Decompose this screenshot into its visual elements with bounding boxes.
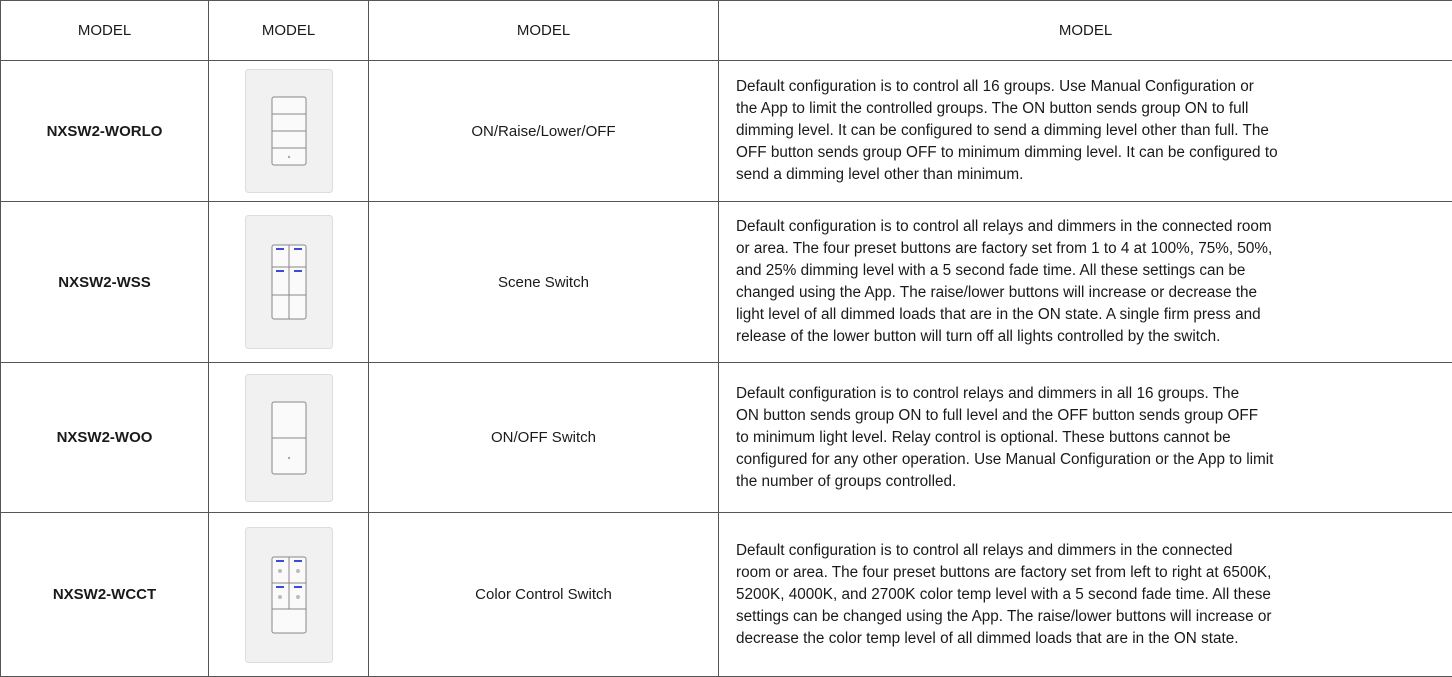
description-line: light level of all dimmed loads that are… bbox=[736, 306, 1261, 323]
description-line: ON button sends group ON to full level a… bbox=[736, 406, 1259, 424]
description-line: Default configuration is to control all … bbox=[736, 541, 1233, 559]
model: NXSW2-WCCT bbox=[0, 512, 209, 677]
row: NXSW2-WOO ON/OFF Switch Default configur… bbox=[0, 362, 1452, 513]
description-line: dimming level. It can be configured to s… bbox=[736, 122, 1269, 139]
switch-plate bbox=[244, 69, 333, 193]
model: NXSW2-WOO bbox=[0, 362, 209, 513]
switch-plate bbox=[244, 526, 333, 663]
description: Default configuration is to control all … bbox=[718, 60, 1452, 202]
description: Default configuration is to control all … bbox=[718, 201, 1452, 363]
switch-plate bbox=[244, 373, 333, 502]
description-line: configured for any other operation. Use … bbox=[736, 450, 1274, 468]
description-line: the App to limit the controlled groups. … bbox=[736, 100, 1249, 117]
description-line: 5200K, 4000K, and 2700K color temp level… bbox=[736, 585, 1271, 603]
function: Scene Switch bbox=[368, 201, 719, 363]
description-line: settings can be changed using the App. T… bbox=[736, 607, 1272, 625]
row: NXSW2-WSS Scene Switch Default configura… bbox=[0, 201, 1452, 363]
description-line: or area. The four preset buttons are fac… bbox=[736, 240, 1273, 257]
function: Color Control Switch bbox=[368, 512, 719, 677]
description-line: release of the lower button will turn of… bbox=[736, 328, 1221, 345]
description-line: the number of groups controlled. bbox=[736, 472, 957, 490]
description-line: Default configuration is to control rela… bbox=[736, 384, 1240, 402]
switch-image bbox=[208, 362, 369, 513]
description-line: to minimum light level. Relay control is… bbox=[736, 428, 1231, 446]
header-cell: MODEL bbox=[368, 0, 719, 61]
header-cell: MODEL bbox=[718, 0, 1452, 61]
description-line: and 25% dimming level with a 5 second fa… bbox=[736, 262, 1246, 279]
switch-image bbox=[208, 60, 369, 202]
description: Default configuration is to control rela… bbox=[718, 362, 1452, 513]
function: ON/OFF Switch bbox=[368, 362, 719, 513]
header-cell: MODEL bbox=[208, 0, 369, 61]
function: ON/Raise/Lower/OFF bbox=[368, 60, 719, 202]
row: NXSW2-WORLO ON/Raise/Lower/OFF Default c… bbox=[0, 60, 1452, 202]
model: NXSW2-WSS bbox=[0, 201, 209, 363]
description-line: Default configuration is to control all … bbox=[736, 78, 1254, 95]
header-row: MODEL MODEL MODEL MODEL bbox=[0, 0, 1452, 61]
description-line: send a dimming level other than minimum. bbox=[736, 166, 1024, 183]
switch-image bbox=[208, 512, 369, 677]
description-line: Default configuration is to control all … bbox=[736, 218, 1272, 235]
description: Default configuration is to control all … bbox=[718, 512, 1452, 677]
row: NXSW2-WCCT Color Control Switch Default … bbox=[0, 512, 1452, 677]
model: NXSW2-WORLO bbox=[0, 60, 209, 202]
description-line: room or area. The four preset buttons ar… bbox=[736, 563, 1272, 581]
description-line: decrease the color temp level of all dim… bbox=[736, 629, 1239, 647]
description-line: OFF button sends group OFF to minimum di… bbox=[736, 144, 1278, 161]
description-line: changed using the App. The raise/lower b… bbox=[736, 284, 1257, 301]
switch-image bbox=[208, 201, 369, 363]
header-cell: MODEL bbox=[0, 0, 209, 61]
switch-plate bbox=[244, 215, 333, 349]
